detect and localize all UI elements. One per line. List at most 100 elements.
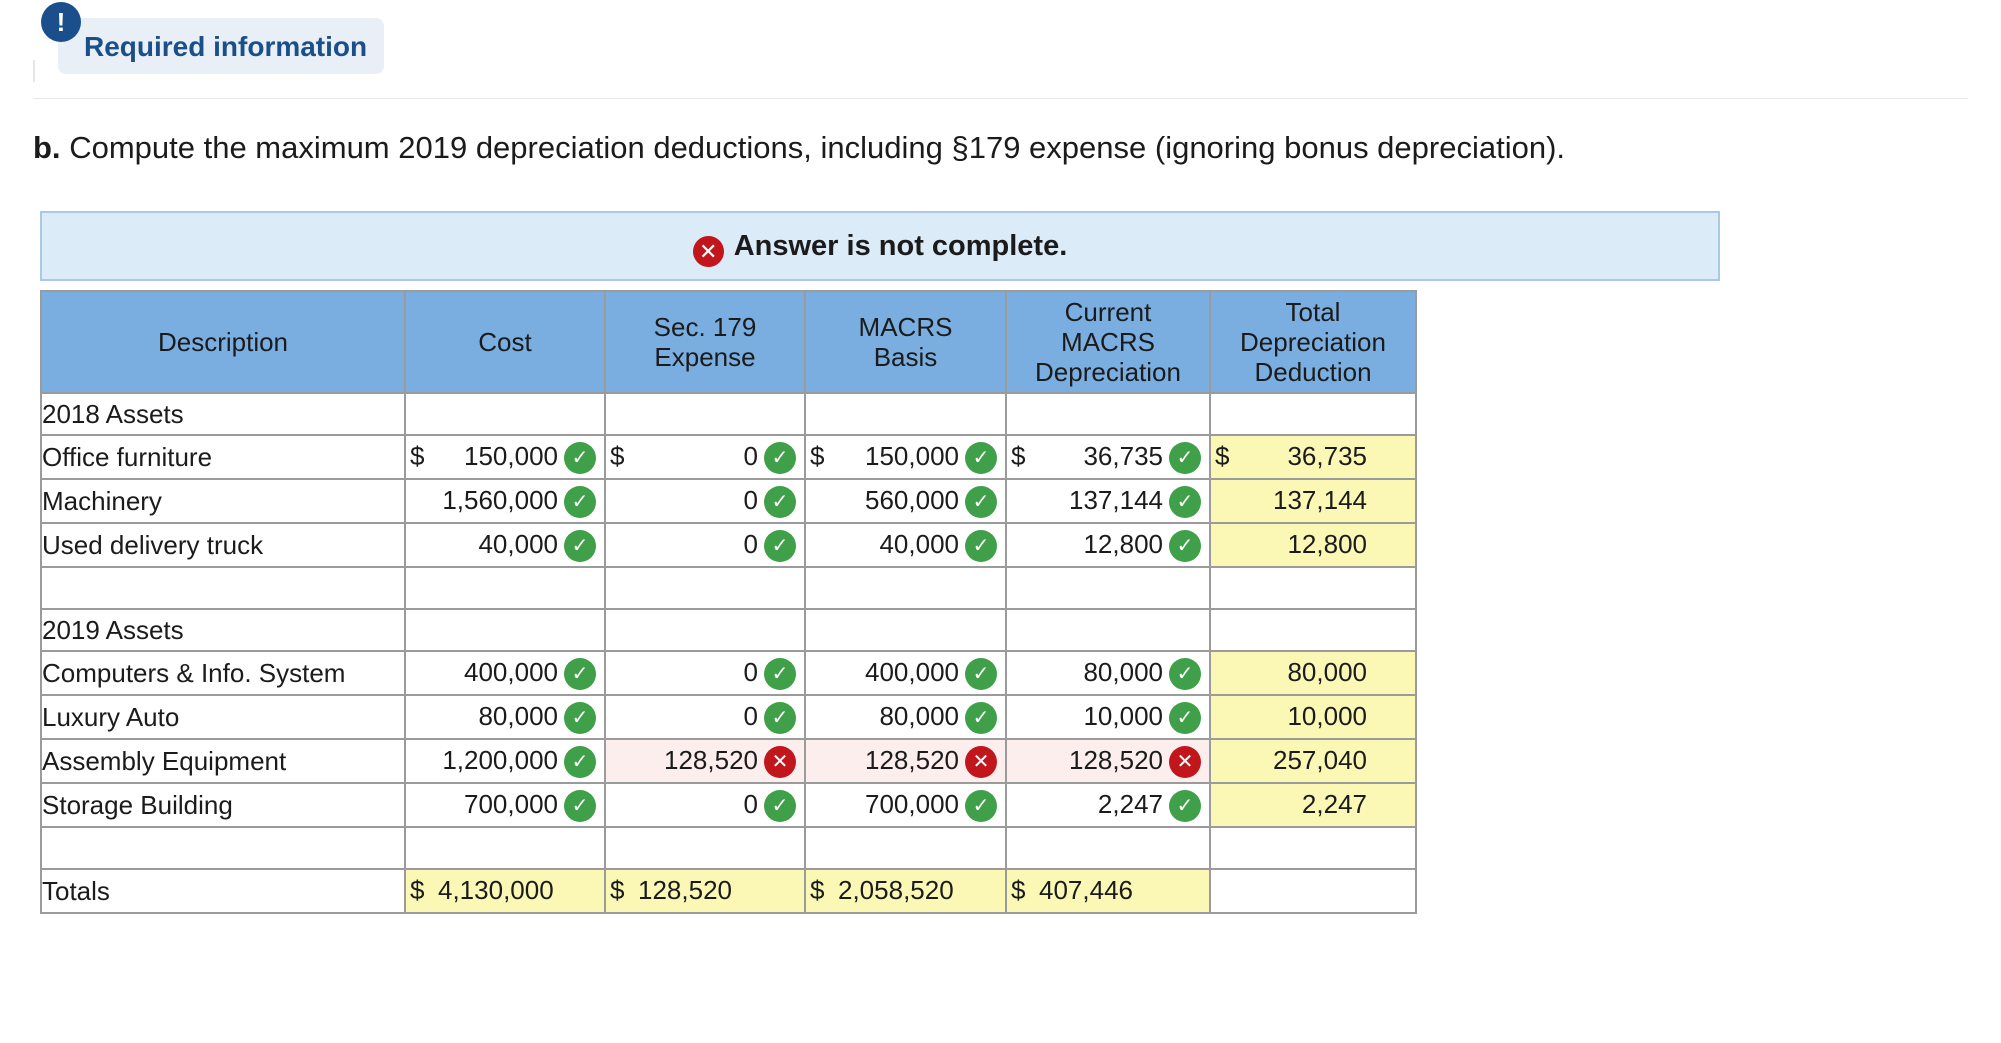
sec179-input[interactable]: 0 xyxy=(743,789,758,819)
sec179-cell: 0 ✓ xyxy=(604,782,806,828)
total-deduction-cell: 2,247 xyxy=(1209,782,1417,828)
table-row: Luxury Auto 80,000 ✓ 0 ✓ 80,000 ✓ 10,000 ✓ 10,000 xyxy=(40,694,1417,740)
macrs-basis-cell: 560,000 ✓ xyxy=(804,478,1007,524)
macrs-basis-input[interactable]: 40,000 xyxy=(879,529,959,559)
macrs-basis-input[interactable]: 700,000 xyxy=(865,789,959,819)
sec179-input[interactable]: 0 xyxy=(743,701,758,731)
incorrect-icon: ✕ xyxy=(1169,746,1201,778)
cost-input[interactable]: 400,000 xyxy=(464,657,558,687)
divider xyxy=(33,98,1968,99)
sec179-input[interactable]: 0 xyxy=(743,441,758,471)
currency-symbol: $ xyxy=(410,875,425,905)
correct-check-icon: ✓ xyxy=(564,790,596,822)
table-body: 2018 Assets Office furniture $150,000 ✓ $0 ✓ $… xyxy=(40,392,1417,914)
header-macrs-basis: MACRS Basis xyxy=(804,290,1007,394)
empty-cell xyxy=(40,566,406,610)
correct-check-icon: ✓ xyxy=(764,486,796,518)
header-description: Description xyxy=(40,290,406,394)
macrs-basis-input[interactable]: 150,000 xyxy=(865,441,959,471)
macrs-basis-input[interactable]: 400,000 xyxy=(865,657,959,687)
total-cost-value: 4,130,000 xyxy=(438,875,554,905)
total-cost-cell: $4,130,000 xyxy=(404,868,606,914)
total-deduction-value: 2,247 xyxy=(1301,789,1367,819)
total-deduction-cell: 80,000 xyxy=(1209,650,1417,696)
sec179-input[interactable]: 0 xyxy=(743,529,758,559)
correct-check-icon: ✓ xyxy=(1169,442,1201,474)
cost-input[interactable]: 700,000 xyxy=(464,789,558,819)
answer-status-text: Answer is not complete. xyxy=(733,230,1068,262)
correct-check-icon: ✓ xyxy=(764,658,796,690)
section-row-2019: 2019 Assets xyxy=(40,608,1417,652)
sec179-cell: 128,520 ✕ xyxy=(604,738,806,784)
empty-cell xyxy=(804,826,1007,870)
currency-symbol: $ xyxy=(1215,441,1230,471)
current-depreciation-input[interactable]: 137,144 xyxy=(1069,485,1163,515)
cost-input[interactable]: 1,560,000 xyxy=(442,485,558,515)
header-current-depreciation: Current MACRS Depreciation xyxy=(1005,290,1211,394)
table-row: Assembly Equipment 1,200,000 ✓ 128,520 ✕ 128,… xyxy=(40,738,1417,784)
sec179-input[interactable]: 0 xyxy=(743,485,758,515)
sec179-input[interactable]: 0 xyxy=(743,657,758,687)
total-deduction-cell: 10,000 xyxy=(1209,694,1417,740)
total-deduction-value: 36,735 xyxy=(1287,441,1367,471)
currency-symbol: $ xyxy=(610,875,625,905)
asset-description: Used delivery truck xyxy=(40,522,406,568)
totals-label: Totals xyxy=(40,868,406,914)
cost-input[interactable]: 1,200,000 xyxy=(442,745,558,775)
empty-cell xyxy=(804,392,1007,436)
macrs-basis-input[interactable]: 560,000 xyxy=(865,485,959,515)
required-info-label[interactable]: Required information xyxy=(84,31,368,62)
empty-cell xyxy=(1209,566,1417,610)
current-depreciation-input[interactable]: 36,735 xyxy=(1083,441,1163,471)
macrs-basis-input[interactable]: 128,520 xyxy=(865,745,959,775)
asset-description: Luxury Auto xyxy=(40,694,406,740)
current-depreciation-input[interactable]: 10,000 xyxy=(1083,701,1163,731)
correct-check-icon: ✓ xyxy=(564,658,596,690)
header-total-deduction: Total Depreciation Deduction xyxy=(1209,290,1417,394)
current-depreciation-input[interactable]: 80,000 xyxy=(1083,657,1163,687)
total-sec179-value: 128,520 xyxy=(638,875,732,905)
total-deduction-value: 257,040 xyxy=(1273,745,1367,775)
empty-cell xyxy=(604,826,806,870)
section-label: 2019 Assets xyxy=(40,608,406,652)
cost-cell: 1,560,000 ✓ xyxy=(404,478,606,524)
table-row: Computers & Info. System 400,000 ✓ 0 ✓ 400,00… xyxy=(40,650,1417,696)
current-depreciation-cell: 12,800 ✓ xyxy=(1005,522,1211,568)
current-depreciation-cell: 137,144 ✓ xyxy=(1005,478,1211,524)
current-depreciation-input[interactable]: 12,800 xyxy=(1083,529,1163,559)
cost-input[interactable]: 80,000 xyxy=(478,701,558,731)
current-depreciation-input[interactable]: 2,247 xyxy=(1097,789,1163,819)
total-deduction-value: 10,000 xyxy=(1287,701,1367,731)
sec179-cell: 0 ✓ xyxy=(604,522,806,568)
macrs-basis-cell: 128,520 ✕ xyxy=(804,738,1007,784)
error-icon: ✕ xyxy=(692,236,724,267)
incorrect-icon: ✕ xyxy=(764,746,796,778)
cost-cell: 40,000 ✓ xyxy=(404,522,606,568)
asset-description: Assembly Equipment xyxy=(40,738,406,784)
sec179-cell: 0 ✓ xyxy=(604,694,806,740)
required-info-button[interactable] xyxy=(58,18,384,74)
current-depreciation-cell: 10,000 ✓ xyxy=(1005,694,1211,740)
correct-check-icon: ✓ xyxy=(965,442,997,474)
empty-cell xyxy=(404,826,606,870)
correct-check-icon: ✓ xyxy=(1169,702,1201,734)
correct-check-icon: ✓ xyxy=(1169,790,1201,822)
asset-description: Office furniture xyxy=(40,434,406,480)
sec179-input[interactable]: 128,520 xyxy=(664,745,758,775)
current-depreciation-cell: 2,247 ✓ xyxy=(1005,782,1211,828)
cost-input[interactable]: 150,000 xyxy=(464,441,558,471)
cost-cell: $150,000 ✓ xyxy=(404,434,606,480)
header-sec179: Sec. 179 Expense xyxy=(604,290,806,394)
header-cost: Cost xyxy=(404,290,606,394)
current-depreciation-input[interactable]: 128,520 xyxy=(1069,745,1163,775)
correct-check-icon: ✓ xyxy=(965,702,997,734)
total-macrs-basis-cell: $2,058,520 xyxy=(804,868,1007,914)
sec179-cell: $0 ✓ xyxy=(604,434,806,480)
empty-cell xyxy=(1209,392,1417,436)
correct-check-icon: ✓ xyxy=(1169,486,1201,518)
sec179-cell: 0 ✓ xyxy=(604,478,806,524)
cost-input[interactable]: 40,000 xyxy=(478,529,558,559)
macrs-basis-input[interactable]: 80,000 xyxy=(879,701,959,731)
empty-cell xyxy=(1005,392,1211,436)
total-current-depreciation-value: 407,446 xyxy=(1039,875,1133,905)
